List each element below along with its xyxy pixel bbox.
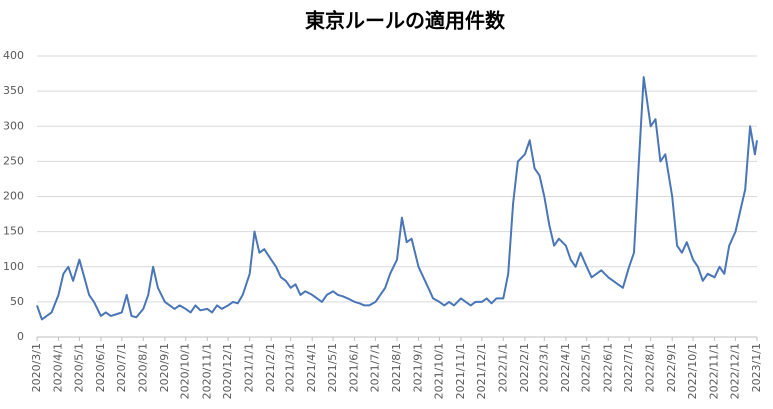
- x-tick-label: 2022/9/1: [665, 343, 678, 392]
- x-tick-label: 2022/6/1: [601, 343, 614, 392]
- x-tick-label: 2020/10/1: [179, 343, 192, 399]
- data-line: [36, 76, 758, 321]
- y-tick-label: 0: [17, 330, 24, 343]
- x-tick-label: 2022/10/1: [686, 343, 699, 399]
- x-tick-label: 2021/11/1: [454, 343, 467, 399]
- x-tick-label: 2020/3/1: [30, 343, 43, 392]
- x-tick-label: 2020/5/1: [72, 343, 85, 392]
- x-tick-label: 2020/9/1: [158, 343, 171, 392]
- x-tick-label: 2023/1/1: [750, 343, 763, 392]
- x-tick-label: 2020/7/1: [115, 343, 128, 392]
- x-tick-label: 2021/5/1: [326, 343, 339, 392]
- x-tick-label: 2021/6/1: [348, 343, 361, 392]
- x-tick-label: 2021/4/1: [305, 343, 318, 392]
- y-tick-label: 300: [3, 119, 24, 132]
- x-tick-label: 2021/10/1: [432, 343, 445, 399]
- x-tick-label: 2022/7/1: [622, 343, 635, 392]
- y-tick-label: 250: [3, 154, 24, 167]
- x-tick-label: 2021/9/1: [412, 343, 425, 392]
- y-tick-label: 200: [3, 190, 24, 203]
- x-tick-label: 2022/11/1: [708, 343, 721, 399]
- x-tick-label: 2021/1/1: [243, 343, 256, 392]
- x-tick-label: 2021/2/1: [264, 343, 277, 392]
- chart-title: 東京ルールの適用件数: [305, 9, 506, 33]
- x-tick-label: 2020/4/1: [52, 343, 65, 392]
- x-tick-label: 2020/6/1: [94, 343, 107, 392]
- y-tick-label: 350: [3, 84, 24, 97]
- x-tick-label: 2022/8/1: [644, 343, 657, 392]
- x-tick-label: 2022/2/1: [518, 343, 531, 392]
- y-tick-label: 100: [3, 260, 24, 273]
- x-tick-label: 2022/1/1: [496, 343, 509, 392]
- x-tick-label: 2022/5/1: [580, 343, 593, 392]
- y-tick-label: 50: [10, 295, 24, 308]
- x-tick-label: 2020/8/1: [136, 343, 149, 392]
- x-tick-label: 2021/8/1: [390, 343, 403, 392]
- x-tick-label: 2022/3/1: [537, 343, 550, 392]
- x-tick-label: 2020/12/1: [221, 343, 234, 399]
- x-tick-label: 2021/3/1: [284, 343, 297, 392]
- x-tick-label: 2022/12/1: [728, 343, 741, 399]
- x-tick-label: 2021/7/1: [368, 343, 381, 392]
- y-tick-label: 400: [3, 49, 24, 62]
- x-tick-label: 2022/4/1: [559, 343, 572, 392]
- x-tick-label: 2020/11/1: [200, 343, 213, 399]
- x-tick-label: 2021/12/1: [475, 343, 488, 399]
- y-tick-label: 150: [3, 225, 24, 238]
